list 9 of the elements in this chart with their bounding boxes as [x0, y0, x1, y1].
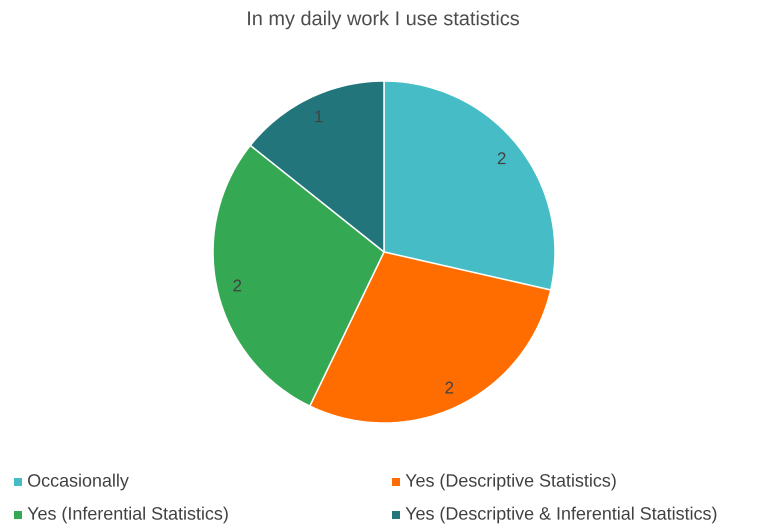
legend-label: Yes (Descriptive Statistics)	[406, 474, 616, 490]
chart-title: In my daily work I use statistics	[248, 10, 519, 30]
data-label: 2	[233, 280, 242, 292]
legend-label: Yes (Inferential Statistics)	[28, 506, 228, 524]
data-label: 1	[315, 110, 323, 122]
legend-label: Occasionally	[28, 474, 129, 490]
data-label: 2	[445, 382, 454, 394]
data-label: 2	[498, 152, 506, 164]
legend-label: Yes (Descriptive & Inferential Statistics)	[406, 506, 716, 524]
